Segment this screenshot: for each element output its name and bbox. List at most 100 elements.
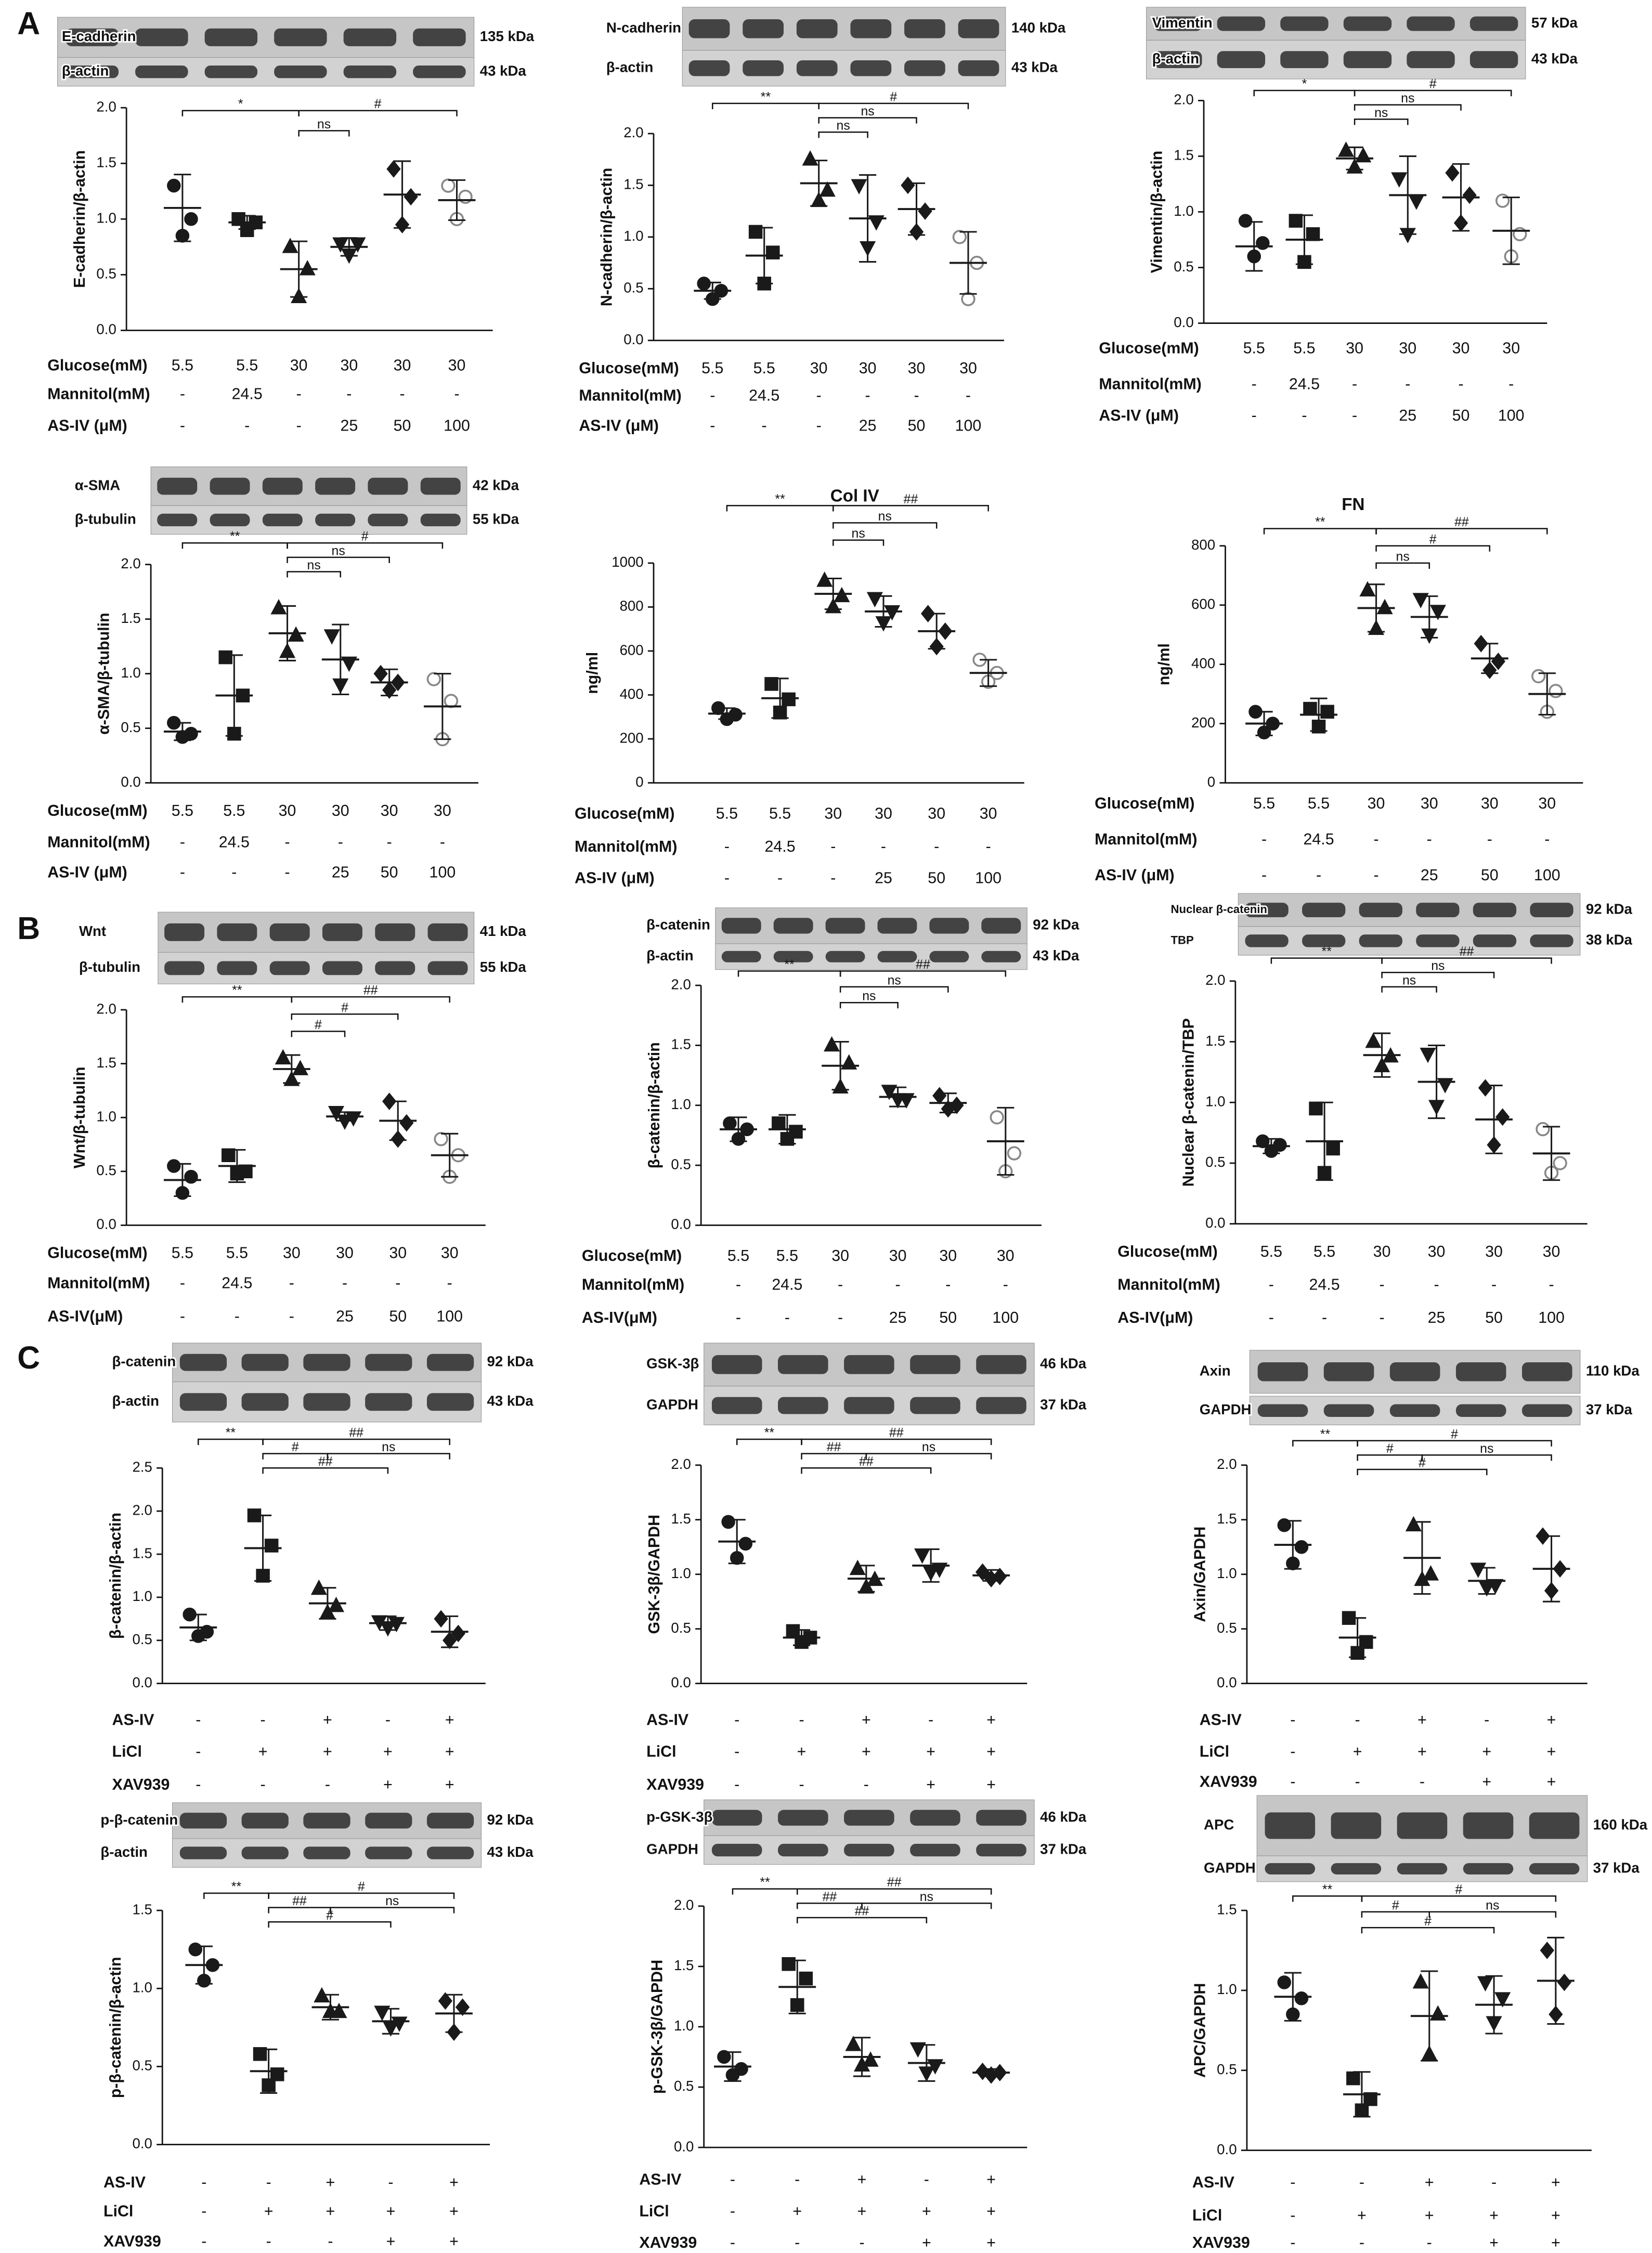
y-tick-label: 0.5	[623, 280, 643, 296]
condition-value: +	[326, 2173, 335, 2191]
sd-bar	[1413, 1521, 1431, 1595]
condition-value: 30	[441, 1244, 459, 1262]
data-point	[914, 1548, 931, 1564]
data-point	[1346, 2071, 1360, 2086]
condition-value: +	[264, 2202, 274, 2220]
blot-band	[1463, 1863, 1514, 1874]
y-axis-label: p-GSK-3β/GAPDH	[648, 1960, 666, 2094]
significance-label: **	[1322, 1882, 1333, 1897]
condition-value: 30	[928, 804, 945, 822]
condition-value: 100	[436, 1307, 463, 1325]
blot-band	[904, 60, 945, 76]
blot-label: α-SMA	[75, 477, 121, 493]
significance-bracket	[203, 1892, 269, 1899]
sd-bar	[1295, 214, 1313, 265]
blot-kda: 92 kDa	[1033, 917, 1079, 933]
blot-band	[413, 65, 466, 79]
significance-bracket	[1361, 1895, 1557, 1902]
sd-bar	[228, 1149, 246, 1183]
significance-bracket	[1357, 1468, 1488, 1476]
y-tick-label: 0.0	[132, 2135, 152, 2152]
blot-band	[1245, 934, 1289, 947]
condition-value: +	[1425, 2173, 1434, 2191]
condition-name: AS-IV(μM)	[47, 1307, 123, 1325]
significance-label: #	[315, 1018, 322, 1032]
condition-value: -	[328, 2232, 333, 2250]
blot-band	[375, 961, 415, 975]
significance-bracket	[287, 556, 390, 563]
y-tick-label: 200	[620, 730, 644, 746]
condition-value: 30	[908, 359, 926, 377]
condition-value: -	[454, 385, 459, 403]
sd-bar	[389, 1100, 407, 1141]
significance-label: ##	[1454, 515, 1469, 529]
data-point	[862, 2051, 879, 2067]
y-tick-label: 0.0	[1217, 1674, 1237, 1690]
data-point	[438, 1992, 453, 2010]
condition-value: 25	[1399, 407, 1416, 424]
blot-band	[135, 65, 188, 79]
blot-label: GAPDH	[646, 1396, 698, 1412]
condition-value: -	[710, 416, 715, 434]
blot-label: N-cadherin	[606, 20, 681, 36]
condition-value: -	[865, 386, 870, 404]
blot-band	[1529, 1863, 1580, 1874]
significance-bracket	[291, 996, 450, 1003]
y-axis-label: β-catenin/β-actin	[107, 1513, 124, 1639]
condition-value: 24.5	[772, 1275, 802, 1293]
panel-label: B	[17, 910, 40, 946]
data-point	[748, 225, 763, 239]
y-tick-label: 1.0	[1217, 1981, 1237, 1997]
blot-band	[262, 513, 303, 527]
blot-band	[315, 477, 356, 495]
blot-strip	[150, 466, 467, 506]
y-tick-label: 0.0	[1217, 2141, 1237, 2157]
condition-value: -	[387, 834, 392, 851]
chart-panel: Nuclear β-catenin 92 kDa TBP 38 kDa 0.0 0.5 1.…	[1117, 893, 1634, 1326]
data-point	[264, 1539, 279, 1553]
condition-value: +	[1425, 2207, 1434, 2224]
condition-value: 30	[980, 804, 997, 822]
blot-label: p-β-catenin	[100, 1812, 178, 1828]
condition-value: -	[734, 1742, 739, 1760]
sd-bar	[1421, 1970, 1438, 2062]
blot-band	[910, 1809, 960, 1826]
sd-bar	[1485, 1085, 1503, 1154]
data-point	[1420, 1047, 1436, 1063]
blot-band	[1455, 1404, 1506, 1417]
y-axis-label: N-cadherin/β-actin	[598, 167, 616, 306]
y-tick-label: 0.5	[1174, 258, 1193, 275]
y-axis-label: Wnt/β-tubulin	[71, 1066, 88, 1168]
y-tick-label: 0.0	[132, 1674, 152, 1690]
significance-bracket	[712, 102, 820, 109]
significance-bracket	[1292, 1440, 1358, 1447]
blot-label: β-actin	[62, 62, 109, 79]
data-point	[374, 2005, 391, 2021]
blot-strip	[1238, 926, 1581, 956]
condition-value: +	[926, 1742, 935, 1760]
data-point	[399, 1114, 414, 1132]
significance-bracket	[268, 1907, 331, 1913]
data-point	[990, 1110, 1004, 1125]
condition-value: 24.5	[749, 386, 779, 404]
blot-kda: 42 kDa	[473, 477, 519, 493]
condition-value: 25	[1428, 1309, 1446, 1326]
condition-name: Mannitol(mM)	[47, 834, 150, 851]
condition-value: +	[386, 2202, 396, 2220]
data-point	[1365, 1032, 1382, 1048]
sd-bar	[756, 227, 773, 284]
data-point	[184, 1169, 198, 1184]
condition-value: 30	[1368, 795, 1385, 812]
blot-band	[343, 28, 397, 46]
blot-band	[1302, 934, 1346, 947]
sd-bar	[195, 1945, 213, 1985]
data-point	[799, 1971, 813, 1986]
blot-band	[303, 1353, 350, 1371]
significance-label: #	[1419, 1456, 1426, 1470]
condition-value: +	[445, 1711, 454, 1729]
condition-value: 30	[959, 359, 977, 377]
condition-value: +	[797, 1742, 807, 1760]
condition-value: 100	[1534, 866, 1560, 884]
chart-panel: β-catenin 92 kDa β-actin 43 kDa 0.0 0.5 1.0 1.5…	[582, 907, 1081, 1326]
y-tick-label: 1.0	[674, 2017, 694, 2034]
